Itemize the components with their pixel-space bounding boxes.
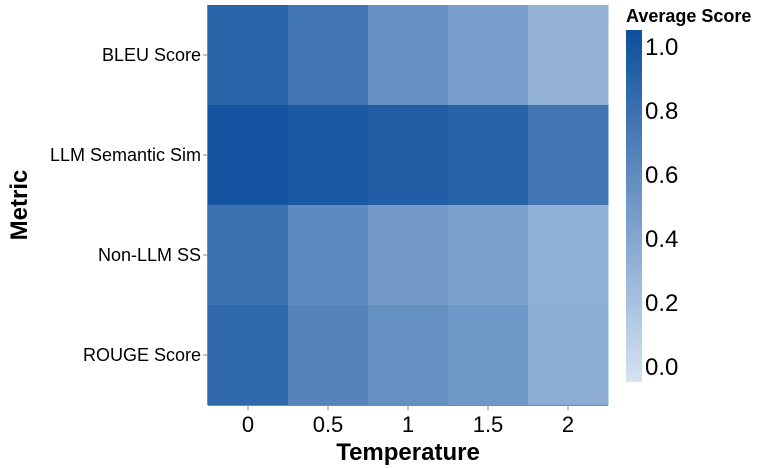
heatmap-cell (448, 5, 529, 106)
x-tick-label: 1 (402, 412, 414, 437)
heatmap-cell (448, 105, 529, 206)
heatmap-cell (368, 105, 449, 206)
legend-tick-label: 0.8 (645, 98, 678, 125)
y-tick-label: BLEU Score (102, 45, 201, 65)
heatmap-cell (288, 105, 369, 206)
x-tick-label: 0 (242, 412, 254, 437)
y-tick-label: ROUGE Score (83, 345, 201, 365)
legend-tick-label: 0.4 (645, 226, 678, 253)
heatmap-cell (208, 105, 289, 206)
heatmap-cell (208, 5, 289, 106)
heatmap-cell (528, 305, 609, 406)
heatmap-cell (208, 305, 289, 406)
legend-tick-label: 0.6 (645, 162, 678, 189)
x-axis-title: Temperature (336, 439, 480, 466)
heatmap-cells (208, 5, 609, 406)
heatmap-cell (288, 305, 369, 406)
legend-color-bar (626, 30, 642, 382)
heatmap-cell (528, 105, 609, 206)
x-tick-label: 2 (562, 412, 574, 437)
legend-title: Average Score (626, 6, 751, 26)
heatmap-cell (448, 305, 529, 406)
legend-tick-label: 0.2 (645, 290, 678, 317)
heatmap-cell (528, 205, 609, 306)
legend-tick-label: 1.0 (645, 34, 678, 61)
heatmap-cell (448, 205, 529, 306)
color-legend: Average Score 0.0 0.2 0.4 0.6 0.8 1.0 (626, 6, 751, 382)
heatmap-cell (288, 5, 369, 106)
legend-tick-label: 0.0 (645, 354, 678, 381)
y-tick-label: LLM Semantic Sim (50, 145, 201, 165)
heatmap-cell (528, 5, 609, 106)
heatmap-cell (368, 5, 449, 106)
y-axis-title: Metric (6, 170, 33, 241)
heatmap-cell (208, 205, 289, 306)
legend-ticks: 0.0 0.2 0.4 0.6 0.8 1.0 (645, 34, 678, 381)
heatmap-cell (288, 205, 369, 306)
heatmap-cell (368, 305, 449, 406)
x-tick-label: 0.5 (313, 412, 344, 437)
x-tick-label: 1.5 (473, 412, 504, 437)
heatmap-cell (368, 205, 449, 306)
axes: BLEU Score LLM Semantic Sim Non-LLM SS ROUG… (50, 5, 608, 437)
y-tick-label: Non-LLM SS (98, 245, 201, 265)
